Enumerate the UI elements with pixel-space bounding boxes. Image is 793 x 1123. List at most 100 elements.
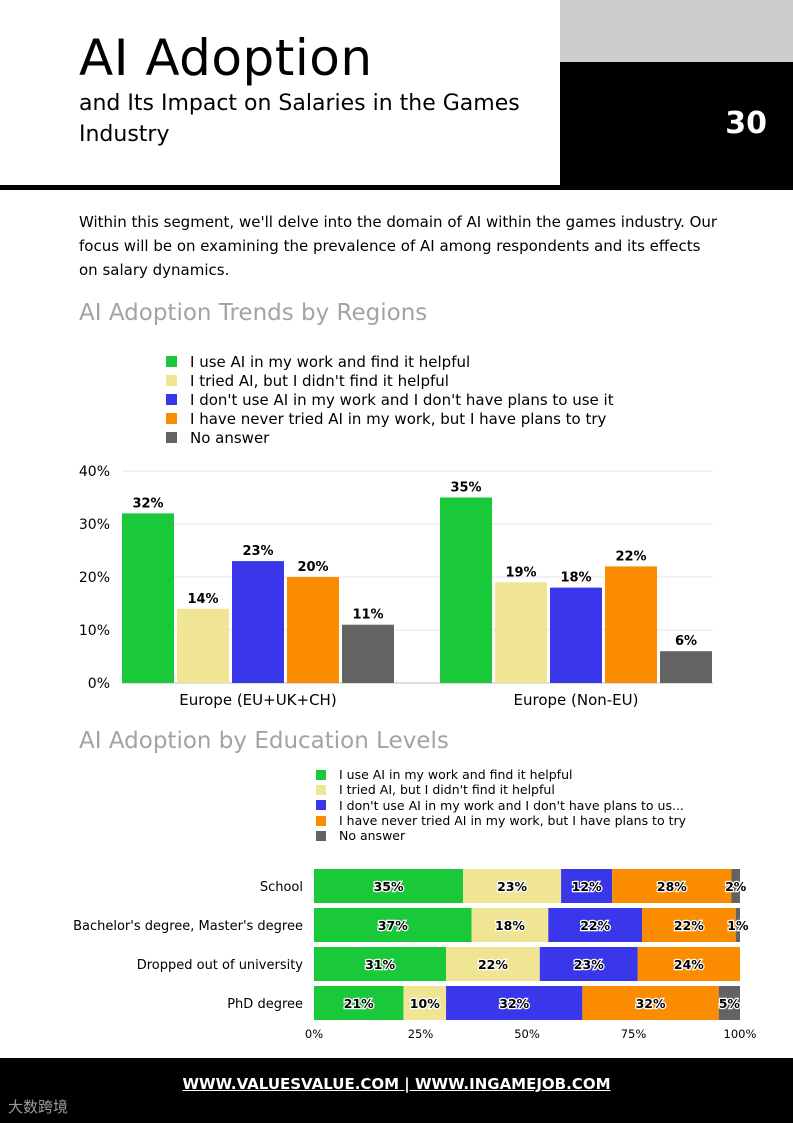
chart2-legend-item: I tried AI, but I didn't find it helpful	[316, 782, 686, 797]
segment-value-label: 5%	[719, 996, 741, 1011]
bar	[177, 608, 229, 683]
legend-swatch	[166, 375, 177, 386]
x-category-label: Europe (Non-EU)	[514, 691, 639, 709]
segment-value-label: 21%	[344, 996, 374, 1011]
bar-value-label: 11%	[352, 608, 383, 623]
y-category-label: PhD degree	[227, 997, 303, 1012]
stacked-segment	[539, 947, 638, 981]
legend-label: I have never tried AI in my work, but I …	[190, 409, 607, 428]
y-tick-label: 0%	[88, 676, 110, 692]
legend-swatch	[316, 815, 326, 826]
legend-label: I use AI in my work and find it helpful	[190, 352, 471, 371]
segment-value-label: 32%	[499, 996, 529, 1011]
chart1-legend: I use AI in my work and find it helpful …	[166, 352, 614, 447]
chart1-legend-item: I use AI in my work and find it helpful	[166, 352, 614, 371]
chart1-legend-item: I have never tried AI in my work, but I …	[166, 409, 614, 428]
footer-links[interactable]: WWW.VALUESVALUE.COM | WWW.INGAMEJOB.COM	[182, 1075, 611, 1093]
segment-value-label: 28%	[657, 879, 687, 894]
stacked-segment	[314, 986, 404, 1020]
y-category-label: Dropped out of university	[137, 958, 304, 973]
stacked-segment	[735, 908, 740, 942]
legend-label: No answer	[339, 828, 406, 844]
y-tick-label: 30%	[79, 517, 110, 533]
y-tick-label: 10%	[79, 623, 110, 639]
stacked-segment	[731, 869, 740, 903]
bar-value-label: 18%	[560, 571, 591, 586]
stacked-segment	[471, 908, 549, 942]
y-tick-label: 20%	[79, 570, 110, 586]
legend-label: I tried AI, but I didn't find it helpful	[339, 782, 555, 798]
chart2-legend-item: I use AI in my work and find it helpful	[316, 767, 686, 782]
legend-swatch	[316, 800, 326, 811]
chart2-legend-item: I don't use AI in my work and I don't ha…	[316, 798, 686, 813]
chart1-title: AI Adoption Trends by Regions	[79, 300, 428, 326]
chart2-title: AI Adoption by Education Levels	[79, 728, 449, 754]
bar-value-label: 32%	[132, 496, 163, 511]
x-tick-label: 50%	[514, 1027, 540, 1041]
bar-value-label: 23%	[242, 544, 273, 559]
bar-value-label: 19%	[505, 565, 536, 580]
header-grey-block	[560, 0, 793, 62]
stacked-segment	[582, 986, 719, 1020]
legend-label: I tried AI, but I didn't find it helpful	[190, 371, 449, 390]
y-category-label: Bachelor's degree, Master's degree	[73, 919, 303, 934]
legend-swatch	[316, 830, 326, 841]
legend-swatch	[166, 394, 177, 405]
bar	[660, 651, 712, 683]
segment-value-label: 1%	[727, 918, 749, 933]
legend-label: I have never tried AI in my work, but I …	[339, 813, 687, 829]
legend-swatch	[316, 769, 326, 780]
page-title: AI Adoption	[79, 29, 373, 87]
bar	[122, 513, 174, 683]
page-subtitle: and Its Impact on Salaries in the Games …	[79, 91, 520, 147]
bar	[440, 497, 492, 683]
chart2-legend-item: I have never tried AI in my work, but I …	[316, 813, 686, 828]
bar-value-label: 6%	[675, 634, 697, 649]
x-tick-label: 0%	[305, 1027, 323, 1041]
header-black-block	[560, 62, 793, 190]
bar	[287, 577, 339, 683]
bar-value-label: 35%	[450, 481, 481, 496]
segment-value-label: 12%	[572, 879, 602, 894]
x-tick-label: 75%	[621, 1027, 647, 1041]
segment-value-label: 10%	[410, 996, 440, 1011]
segment-value-label: 2%	[725, 879, 747, 894]
segment-value-label: 37%	[378, 918, 408, 933]
bar-value-label: 20%	[297, 560, 328, 575]
segment-value-label: 24%	[674, 957, 704, 972]
stacked-segment	[463, 869, 562, 903]
stacked-segment	[642, 908, 736, 942]
segment-value-label: 18%	[495, 918, 525, 933]
bar	[605, 566, 657, 683]
chart1-legend-item: No answer	[166, 428, 614, 447]
segment-value-label: 22%	[478, 957, 508, 972]
y-tick-label: 40%	[79, 464, 110, 480]
stacked-segment	[561, 869, 613, 903]
chart1-legend-item: I don't use AI in my work and I don't ha…	[166, 390, 614, 409]
chart2-legend: I use AI in my work and find it helpful …	[316, 767, 686, 843]
x-tick-label: 100%	[724, 1027, 757, 1041]
chart2-legend-item: No answer	[316, 828, 686, 843]
stacked-segment	[446, 947, 540, 981]
stacked-segment	[637, 947, 740, 981]
footer-bar	[0, 1058, 793, 1123]
stacked-segment	[548, 908, 643, 942]
chart1-legend-item: I tried AI, but I didn't find it helpful	[166, 371, 614, 390]
stacked-segment	[446, 986, 583, 1020]
legend-swatch	[166, 413, 177, 424]
bar	[550, 587, 602, 683]
legend-swatch	[166, 356, 177, 367]
bar	[232, 561, 284, 683]
stacked-segment	[314, 869, 464, 903]
segment-value-label: 22%	[580, 918, 610, 933]
segment-value-label: 32%	[636, 996, 666, 1011]
segment-value-label: 23%	[574, 957, 604, 972]
intro-paragraph: Within this segment, we'll delve into th…	[79, 213, 718, 279]
chart1-regions-bar-chart: 0% 10% 20% 30% 40% 32% 14% 23% 20% 11% Europe (EU+…	[79, 464, 713, 709]
legend-label: I use AI in my work and find it helpful	[339, 767, 573, 783]
stacked-segment	[314, 908, 472, 942]
stacked-segment	[403, 986, 447, 1020]
legend-swatch	[316, 784, 326, 795]
watermark-logo: 大数跨境	[8, 1098, 69, 1116]
chart2-education-stacked-bar-chart: School 35% 23% 12% 28% 2% Bachelor's degree, M…	[73, 869, 757, 1041]
